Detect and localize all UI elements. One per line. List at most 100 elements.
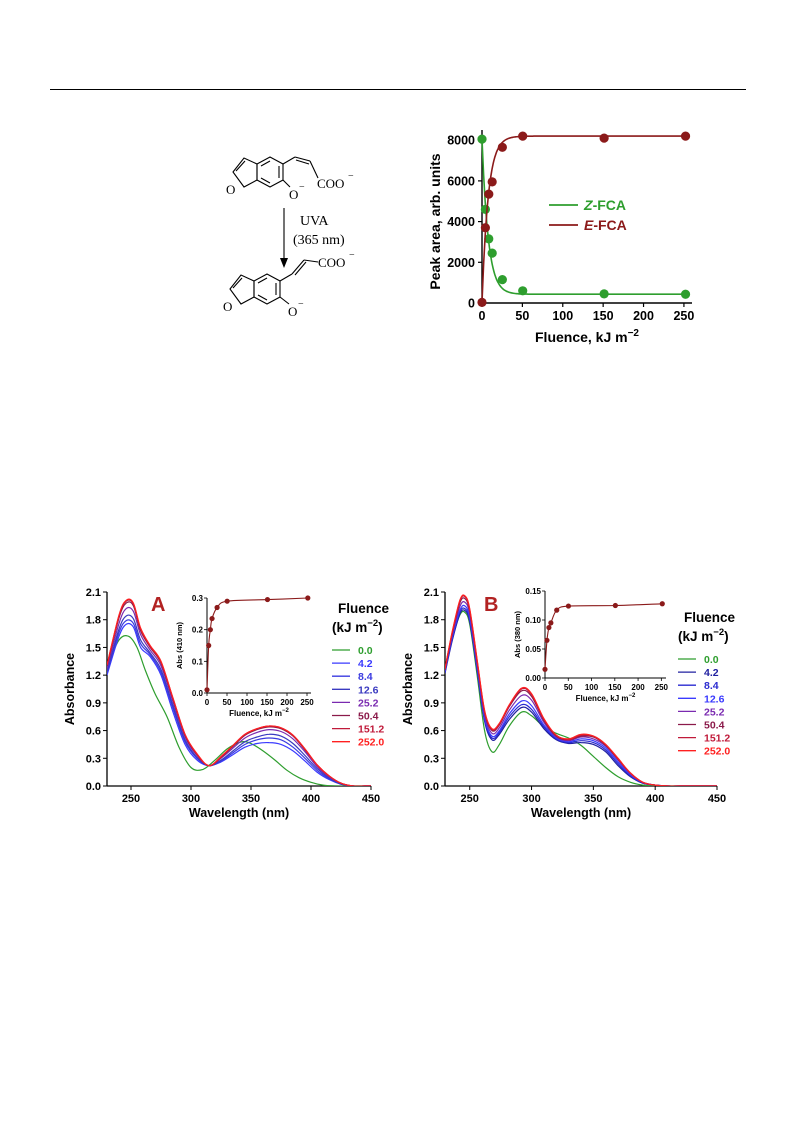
- panel-axes: 0.0 0.3 0.6 0.9 1.2 1.5 1.8 2.1 250 300 350 400 450 W…: [63, 587, 380, 820]
- panel-spectra: [445, 594, 717, 786]
- panel-x-tick-label: 250: [122, 793, 140, 805]
- kinetics-fit-line: [481, 135, 688, 303]
- panel-label: B: [484, 594, 498, 616]
- legend-entry: 12.6: [704, 693, 725, 705]
- arrow-label-wavelength: (365 nm): [293, 233, 345, 248]
- top-phenoxide-charge: −: [299, 182, 305, 193]
- inset-line: [544, 603, 663, 670]
- panel-spectra: [107, 598, 371, 786]
- kinetics-point: [487, 248, 497, 258]
- panel-y-tick-label: 0.6: [424, 726, 439, 738]
- panel-y-tick-label: 1.5: [424, 642, 439, 654]
- inset-x-tick-label: 200: [631, 683, 645, 692]
- inset-point: [207, 627, 213, 633]
- panel-x-axis-label: Wavelength (nm): [531, 806, 631, 820]
- panel-y-tick-label: 1.5: [86, 642, 101, 654]
- panel-axes: 0.0 0.3 0.6 0.9 1.2 1.5 1.8 2.1 250 300 350 400 450 W…: [401, 587, 726, 820]
- inset-y-tick-label: 0.2: [192, 626, 204, 635]
- panel-legend: Fluence(kJ m−2)0.04.28.412.625.250.4151.…: [332, 601, 390, 749]
- legend-entry: 252.0: [704, 746, 730, 758]
- panel-x-tick-label: 400: [646, 793, 664, 805]
- legend-entry: 4.2: [358, 658, 373, 670]
- top-carboxylate: COO: [317, 176, 344, 191]
- kinetics-legend-label: Z-FCA: [583, 197, 626, 213]
- inset-point: [206, 642, 212, 649]
- inset-point: [548, 620, 554, 626]
- inset-y-tick-label: 0.15: [525, 587, 541, 596]
- kinetics-axes: 0 2000 4000 6000 8000 0 50 100 150 200 250 Fluence,…: [427, 130, 694, 345]
- inset-x-tick-label: 0: [543, 683, 548, 692]
- legend-entry: 50.4: [704, 720, 725, 732]
- panel-y-tick-label: 1.2: [424, 670, 439, 682]
- inset-point: [204, 687, 210, 693]
- legend-entry: 25.2: [358, 697, 379, 709]
- panel-legend: Fluence(kJ m−2)0.04.28.412.625.250.4151.…: [678, 610, 736, 758]
- legend-entry: 50.4: [358, 711, 379, 723]
- kinetics-y-tick-label: 6000: [447, 174, 475, 188]
- panel-y-tick-label: 0.0: [86, 781, 101, 793]
- spectrum-line-4-2: [107, 622, 371, 786]
- kinetics-point: [484, 189, 494, 199]
- legend-entry: 8.4: [704, 680, 719, 692]
- legend-entry: 0.0: [358, 645, 373, 657]
- panel-x-tick-label: 250: [461, 793, 479, 805]
- inset-y-axis-label: Abs (380 nm): [513, 610, 522, 658]
- panel-y-tick-label: 0.0: [424, 781, 439, 793]
- panel-y-tick-label: 0.9: [424, 698, 439, 710]
- kinetics-point: [477, 297, 487, 307]
- kinetics-x-tick-label: 50: [515, 309, 529, 323]
- kinetics-point: [518, 131, 528, 141]
- kinetics-y-axis-label: Peak area, arb. units: [427, 153, 443, 289]
- z-fca-structure: [232, 156, 319, 188]
- inset-point: [214, 604, 220, 611]
- bottom-furan-oxygen: O: [223, 299, 232, 314]
- inset-point: [305, 595, 311, 601]
- kinetics-point: [487, 177, 497, 187]
- legend-title-fluence: Fluence: [338, 601, 390, 616]
- panel-y-tick-label: 2.1: [86, 587, 101, 599]
- top-furan-oxygen: O: [226, 182, 235, 197]
- spectrum-line-252-0: [445, 594, 717, 786]
- panel-x-tick-label: 450: [708, 793, 726, 805]
- bottom-phenoxide-charge: −: [298, 299, 304, 310]
- kinetics-series-z: Z-FCA: [477, 134, 691, 299]
- panel-y-tick-label: 1.2: [86, 670, 101, 682]
- bottom-carboxylate: COO: [318, 255, 345, 270]
- panel-x-tick-label: 300: [522, 793, 540, 805]
- spectrum-line-25-2: [107, 606, 371, 786]
- spectrum-line-151-2: [445, 595, 717, 786]
- inset-point: [659, 601, 665, 607]
- spectrum-line-8-4: [107, 619, 371, 786]
- inset-y-axis-label: Abs (410 nm): [175, 621, 184, 669]
- panel-x-tick-label: 350: [584, 793, 602, 805]
- kinetics-y-tick-label: 2000: [447, 256, 475, 270]
- panel-y-tick-label: 1.8: [424, 615, 439, 627]
- kinetics-point: [599, 289, 609, 299]
- kinetics-y-tick-label: 0: [468, 297, 475, 311]
- spectrum-line-12-6: [107, 614, 371, 786]
- panel-x-tick-label: 450: [362, 793, 380, 805]
- inset-point: [554, 607, 560, 613]
- kinetics-x-tick-label: 150: [593, 309, 614, 323]
- header-rule: [50, 89, 746, 90]
- inset-y-tick-label: 0.10: [525, 616, 541, 625]
- panel-y-tick-label: 0.6: [86, 726, 101, 738]
- panel-x-tick-label: 300: [182, 793, 200, 805]
- inset-y-tick-label: 0.0: [192, 689, 204, 698]
- kinetics-point: [484, 234, 494, 244]
- inset-point: [565, 603, 572, 609]
- panel-x-tick-label: 400: [302, 793, 320, 805]
- inset-x-tick-label: 250: [300, 698, 314, 707]
- kinetics-x-tick-label: 250: [673, 309, 694, 323]
- kinetics-x-tick-label: 200: [633, 309, 654, 323]
- panel-y-tick-label: 0.3: [424, 753, 439, 765]
- inset-x-axis-label: Fluence, kJ m−2: [576, 693, 636, 703]
- top-carboxylate-charge: −: [348, 171, 354, 182]
- inset-x-tick-label: 0: [205, 698, 210, 707]
- inset-x-tick-label: 150: [260, 698, 274, 707]
- inset-x-tick-label: 150: [608, 683, 622, 692]
- inset-y-tick-label: 0.00: [525, 674, 541, 683]
- kinetics-y-tick-label: 8000: [447, 134, 475, 148]
- legend-entry: 12.6: [358, 684, 379, 696]
- legend-title-fluence: Fluence: [684, 610, 736, 625]
